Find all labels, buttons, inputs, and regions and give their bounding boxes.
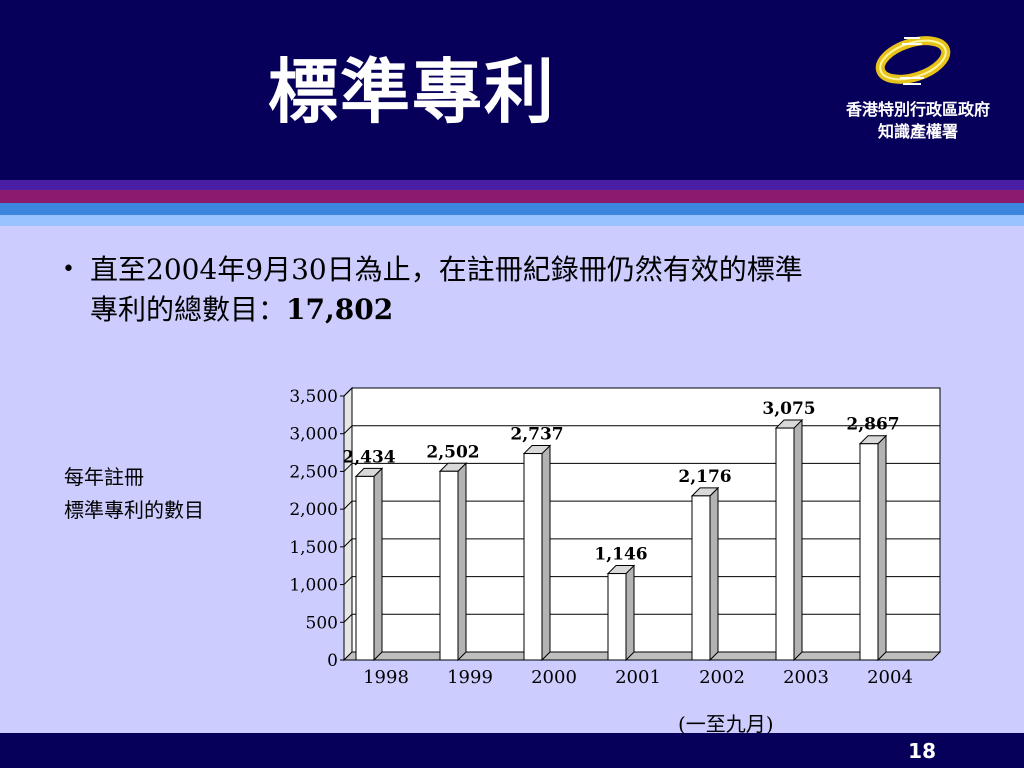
page-number: 18 — [908, 739, 936, 763]
data-label: 3,075 — [762, 399, 815, 419]
y-tick-label: 1,500 — [289, 538, 338, 558]
bar — [607, 573, 627, 661]
slide-title: 標準專利 — [268, 51, 556, 133]
bar — [439, 470, 459, 661]
y-tick-label: 0 — [327, 651, 338, 671]
bullet-text-prefix: 專利的總數目： — [90, 293, 287, 326]
floor — [342, 651, 942, 661]
ring-logo-icon — [875, 36, 951, 85]
side-label-line1: 每年註冊 — [64, 465, 144, 489]
bar-side — [793, 418, 803, 662]
logo-text-line1: 香港特別行政區政府 — [845, 100, 990, 119]
stripe-4 — [0, 215, 1024, 226]
data-label: 1,146 — [594, 545, 647, 565]
bar-side — [541, 444, 551, 662]
gridline-side — [343, 576, 353, 585]
bar-side — [625, 564, 635, 662]
stripe-3 — [0, 203, 1024, 215]
bar — [523, 453, 543, 661]
data-label: 2,434 — [342, 447, 395, 467]
bar — [859, 443, 879, 661]
gridline-side — [343, 387, 353, 397]
bullet-dot: • — [62, 257, 75, 282]
y-tick-label: 3,000 — [289, 425, 338, 445]
bar-side — [877, 434, 887, 662]
gridline-side — [343, 538, 353, 548]
bar — [355, 475, 375, 661]
gridline-side — [343, 500, 353, 510]
header-band: 標準專利 香港特別行政區政府 知識產權署 — [0, 0, 1024, 180]
stripe-2 — [0, 190, 1024, 203]
left-wall — [343, 386, 353, 662]
bullet-text-line1: 直至2004年9月30日為止，在註冊紀錄冊仍然有效的標準 — [90, 253, 803, 286]
y-tick-label: 3,500 — [289, 387, 338, 407]
chart-note: (一至九月) — [678, 712, 774, 736]
footer-band: 18 — [0, 733, 1024, 768]
bar-chart: 0 500 1,000 1,500 2,000 2,500 3,000 3,500 2,434 1… — [289, 386, 942, 688]
x-tick-label: 1999 — [447, 667, 493, 688]
logo-text-line2: 知識產權署 — [877, 122, 958, 141]
x-tick-label: 1998 — [363, 667, 409, 688]
x-tick-label: 2001 — [615, 667, 661, 688]
side-label-line2: 標準專利的數目 — [64, 498, 204, 522]
data-label: 2,737 — [510, 425, 563, 445]
bullet-text-line2: 專利的總數目：17,802 — [90, 290, 393, 330]
y-tick-label: 2,000 — [289, 500, 338, 520]
x-tick-label: 2004 — [867, 667, 913, 688]
gridline-side — [343, 463, 353, 472]
x-tick-label: 2000 — [531, 667, 577, 688]
bar — [775, 427, 795, 661]
x-tick-label: 2002 — [699, 667, 745, 688]
stripe-1 — [0, 180, 1024, 190]
bar-side — [457, 462, 467, 662]
bar-side — [373, 467, 383, 662]
gridline-side — [343, 425, 353, 435]
data-label: 2,176 — [678, 467, 731, 487]
bar — [691, 495, 711, 661]
y-tick-label: 1,000 — [289, 576, 338, 596]
gridline-side — [343, 613, 353, 623]
data-label: 2,502 — [426, 442, 479, 462]
x-tick-label: 2003 — [783, 667, 829, 688]
data-label: 2,867 — [846, 415, 899, 435]
y-tick-label: 500 — [306, 613, 338, 633]
logo: 香港特別行政區政府 知識產權署 — [828, 30, 1008, 150]
bar-side — [709, 486, 719, 662]
y-tick-label: 2,500 — [289, 462, 338, 482]
total-patents-value: 17,802 — [286, 293, 394, 326]
